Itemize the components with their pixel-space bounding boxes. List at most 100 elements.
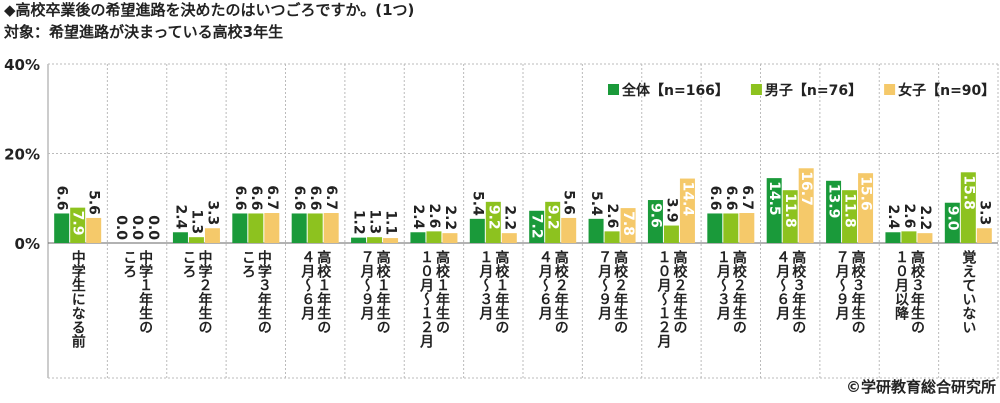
legend-swatch	[608, 84, 619, 95]
x-tick-label: 高校２年生の ４月～６月	[536, 250, 569, 334]
value-label: 14.4	[679, 182, 695, 217]
bar	[604, 231, 620, 243]
x-tick-label: 高校１年生の １月～３月	[477, 250, 510, 334]
value-label: 5.6	[86, 190, 102, 215]
value-label: 5.4	[588, 191, 604, 216]
value-label: 6.6	[54, 186, 70, 211]
bar	[798, 168, 814, 243]
y-tick-label: 0%	[15, 235, 40, 253]
value-label: 6.6	[291, 186, 307, 211]
bar	[529, 210, 545, 243]
x-tick-label: 高校３年生の １０月以降	[892, 250, 925, 334]
chart-subtitle: 対象：希望進路が決まっている高校3年生	[3, 23, 283, 41]
x-tick-label: 高校２年生の ７月～９月	[596, 250, 629, 334]
bar	[485, 201, 501, 243]
value-label: 6.6	[307, 186, 323, 211]
bar	[944, 202, 960, 243]
bar	[663, 225, 679, 243]
bar	[54, 213, 70, 243]
value-label: 9.2	[545, 205, 561, 230]
bar	[620, 208, 636, 243]
bar	[766, 178, 782, 243]
bar	[858, 173, 874, 243]
bar	[248, 213, 264, 243]
value-label: 7.8	[620, 211, 636, 236]
value-label: 1.1	[383, 210, 399, 235]
x-tick-label: 高校２年生の １月～３月	[714, 250, 747, 334]
value-label: 2.4	[410, 204, 426, 229]
bar	[367, 237, 383, 243]
bar	[442, 233, 458, 243]
value-label: 6.7	[323, 185, 339, 210]
value-label: 7.9	[70, 211, 86, 236]
value-label: 1.3	[367, 209, 383, 234]
value-label: 2.6	[901, 204, 917, 229]
bar	[264, 213, 280, 243]
value-label: 6.6	[232, 186, 248, 211]
bar	[204, 228, 220, 243]
legend-label: 男子【n=76】	[765, 83, 862, 99]
bar	[232, 213, 248, 243]
bar	[351, 237, 367, 243]
bar	[679, 178, 695, 243]
legend-swatch	[750, 84, 762, 95]
bar	[545, 201, 561, 243]
x-tick-label: 高校１年生の ７月～９月	[358, 250, 391, 334]
bar	[960, 172, 976, 243]
value-label: 15.8	[960, 175, 976, 210]
bar	[323, 213, 339, 243]
x-tick-label: 中学３年生の ころ	[239, 250, 272, 334]
value-label: 0.0	[129, 215, 145, 240]
chart-title: ◆高校卒業後の希望進路を決めたのはいつごろですか。(1つ)	[4, 1, 414, 19]
value-label: 16.7	[798, 171, 814, 206]
value-label: 1.3	[188, 209, 204, 234]
bar	[826, 180, 842, 243]
value-label: 9.6	[647, 203, 663, 228]
value-label: 0.0	[145, 215, 161, 240]
value-label: 2.4	[172, 204, 188, 229]
value-label: 2.6	[604, 204, 620, 229]
value-label: 6.7	[264, 185, 280, 210]
value-label: 1.2	[351, 210, 367, 235]
source: ©学研教育総合研究所	[846, 378, 996, 396]
bar	[885, 232, 901, 243]
bar	[842, 190, 858, 243]
legend-label: 全体【n=166】	[621, 82, 729, 99]
bar	[901, 231, 917, 243]
value-label: 2.2	[917, 205, 933, 230]
bar	[707, 213, 723, 243]
value-label: 6.6	[707, 186, 723, 211]
value-label: 5.4	[469, 191, 485, 216]
x-tick-label: 中学２年生の ころ	[180, 250, 213, 334]
bar	[723, 213, 739, 243]
bar	[383, 238, 399, 243]
bar	[469, 218, 485, 243]
value-label: 5.6	[561, 190, 577, 215]
bar	[86, 217, 102, 243]
x-tick-label: 中学１年生の ころ	[121, 250, 154, 334]
bar	[561, 217, 577, 243]
value-label: 3.9	[663, 198, 679, 223]
x-tick-label: 覚えていない	[960, 250, 977, 334]
bar	[291, 213, 307, 243]
value-label: 2.2	[501, 205, 517, 230]
value-label: 2.4	[885, 204, 901, 229]
value-label: 11.8	[782, 193, 798, 228]
bar	[501, 233, 517, 243]
x-tick-label: 高校３年生の ４月～６月	[774, 250, 807, 334]
bar	[782, 190, 798, 243]
x-tick-label: 高校３年生の ７月～９月	[833, 250, 866, 334]
value-label: 11.8	[842, 193, 858, 228]
value-label: 9.0	[944, 206, 960, 231]
bar	[647, 200, 663, 243]
bar	[739, 213, 755, 243]
value-label: 9.2	[485, 205, 501, 230]
value-label: 6.6	[248, 186, 264, 211]
value-label: 2.6	[426, 204, 442, 229]
x-tick-label: 中学生になる前	[69, 250, 86, 348]
value-label: 0.0	[113, 215, 129, 240]
bar	[70, 207, 86, 243]
bar	[976, 228, 992, 243]
